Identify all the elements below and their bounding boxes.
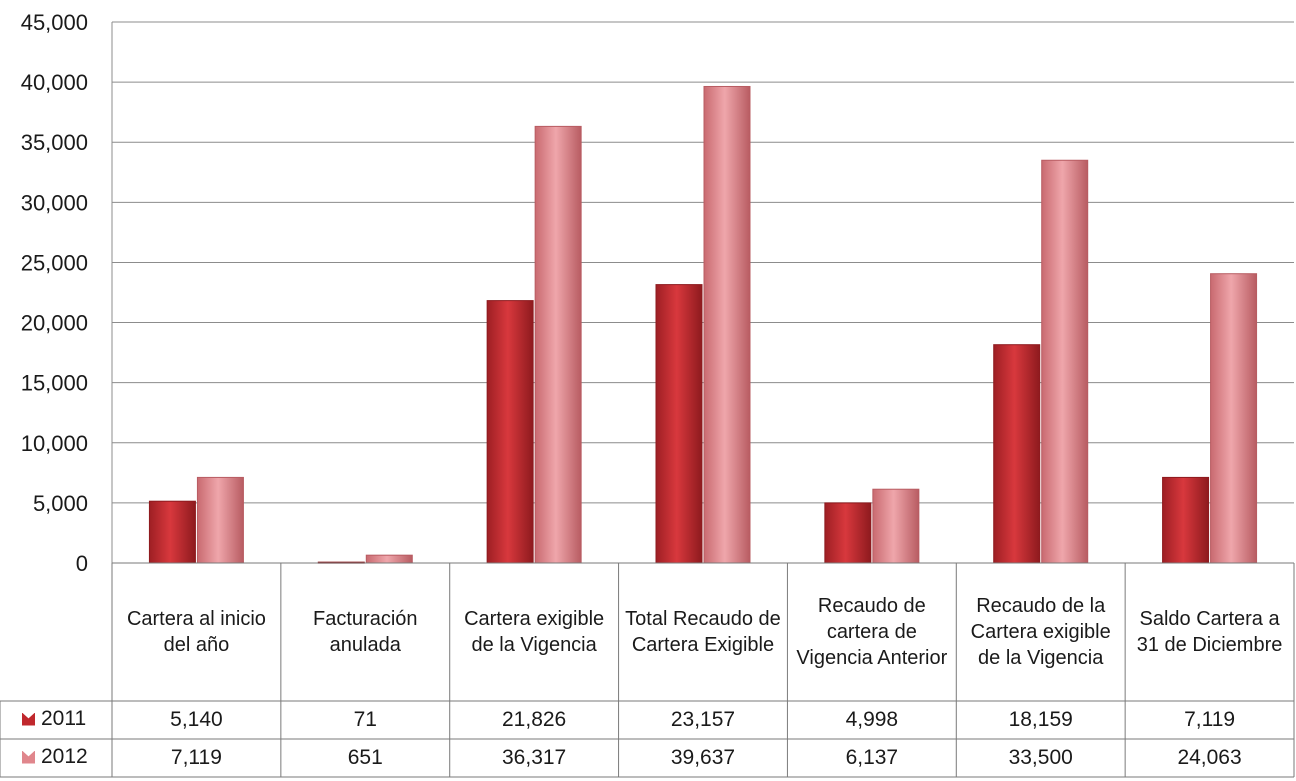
bar-2012-0	[196, 476, 244, 564]
y-tick-label: 15,000	[21, 371, 88, 396]
value-label-2012: 39,637	[670, 746, 736, 769]
y-tick-label: 30,000	[21, 190, 88, 215]
y-tick-label: 35,000	[21, 130, 88, 155]
category-label: Recaudo de la Cartera exigible de la Vig…	[970, 595, 1111, 669]
bar-2011-5	[993, 344, 1041, 564]
legend-2011: 2011	[22, 701, 86, 737]
category-label: Facturación anulada	[313, 608, 418, 656]
y-tick-label: 45,000	[21, 10, 88, 35]
category-label: Recaudo de cartera de Vigencia Anterior	[796, 595, 948, 669]
category-label: Cartera al inicio del año	[126, 608, 266, 656]
value-label-2012: 651	[347, 746, 383, 769]
value-label-2011: 7,119	[1184, 708, 1236, 731]
legend-key-2012-icon	[22, 750, 35, 764]
bar-2012-1	[365, 554, 413, 564]
value-label-2012: 33,500	[1008, 746, 1073, 769]
bar-2012-2	[534, 125, 582, 564]
value-label-2011: 5,140	[170, 708, 223, 731]
data-table-grid	[0, 562, 1295, 778]
bar-2012-5	[1041, 159, 1089, 564]
bar-2011-2	[486, 300, 534, 564]
y-tick-label: 5,000	[33, 491, 88, 516]
bar-2012-4	[872, 488, 920, 564]
bar-2011-6	[1162, 476, 1210, 564]
legend-label-2011: 2011	[41, 707, 87, 730]
value-label-2011: 4,998	[845, 708, 899, 731]
bar-2011-3	[655, 284, 703, 564]
bar-2011-0	[148, 500, 196, 564]
value-label-2012: 7,119	[170, 746, 222, 769]
value-label-2011: 18,159	[1008, 708, 1073, 731]
value-label-2012: 6,137	[845, 746, 899, 769]
y-tick-label: 25,000	[21, 250, 88, 275]
value-label-2011: 23,157	[670, 708, 736, 731]
y-axis-ticks: 0 5,000 10,000 15,000 20,000 25,000 30,000 35,0…	[21, 10, 88, 576]
category-label: Saldo Cartera a 31 de Diciembre	[1136, 608, 1283, 656]
bar-2011-4	[824, 502, 872, 564]
legend-label-2012: 2012	[41, 745, 88, 768]
gridlines	[111, 21, 1294, 564]
legend-2012: 2012	[22, 739, 88, 775]
value-label-2012: 36,317	[502, 746, 567, 769]
bar-2012-6	[1210, 273, 1258, 564]
y-tick-label: 0	[76, 551, 88, 576]
y-tick-label: 40,000	[21, 70, 88, 95]
y-tick-label: 10,000	[21, 431, 88, 456]
legend-key-2011-icon	[22, 712, 35, 726]
value-label-2011: 71	[353, 708, 377, 731]
bar-2012-3	[703, 85, 751, 564]
bars	[148, 85, 1258, 564]
category-label: Cartera exigible de la Vigencia	[464, 608, 605, 656]
y-tick-label: 20,000	[21, 311, 88, 336]
value-label-2011: 21,826	[502, 708, 567, 731]
category-label: Total Recaudo de Cartera Exigible	[625, 608, 781, 656]
value-label-2012: 24,063	[1177, 746, 1242, 769]
